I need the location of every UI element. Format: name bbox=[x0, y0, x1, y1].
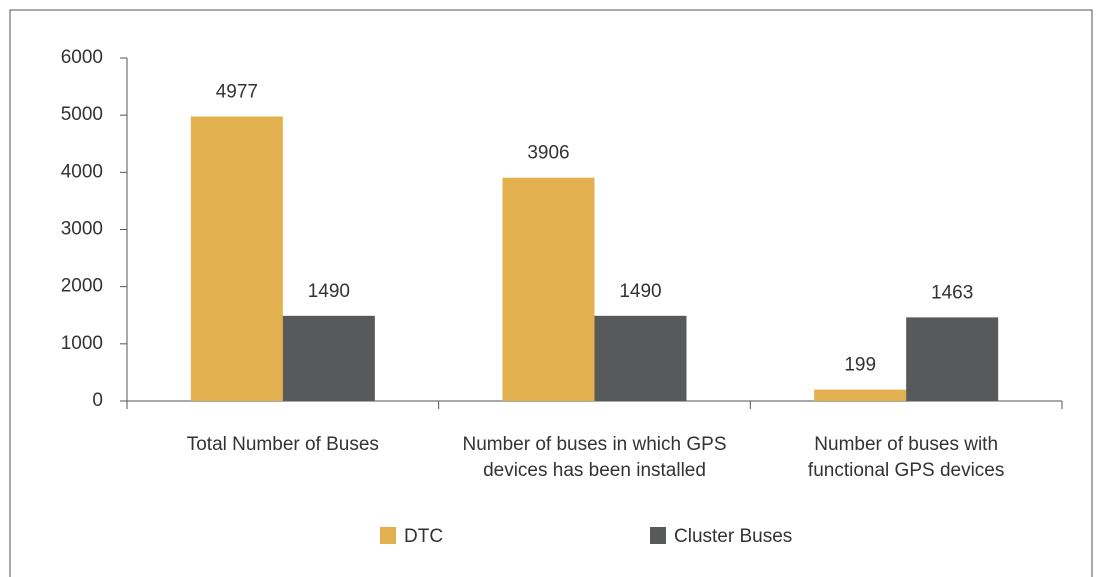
data-label: 4977 bbox=[216, 81, 258, 102]
data-label: 1490 bbox=[308, 281, 350, 302]
bar bbox=[190, 116, 283, 401]
legend-label: Cluster Buses bbox=[674, 526, 792, 547]
y-tick-label: 3000 bbox=[61, 219, 103, 240]
bar bbox=[282, 315, 375, 401]
legend-swatch bbox=[380, 527, 396, 544]
data-label: 1463 bbox=[931, 282, 973, 303]
x-tick-label: Number of buses with functional GPS devi… bbox=[807, 434, 1005, 481]
y-tick-label: 6000 bbox=[61, 47, 103, 68]
x-tick-label: Total Number of Buses bbox=[186, 434, 379, 455]
frame bbox=[9, 9, 1093, 577]
bar bbox=[814, 389, 907, 401]
y-tick-label: 4000 bbox=[61, 161, 103, 182]
y-tick-label: 0 bbox=[92, 390, 103, 411]
bar bbox=[594, 315, 687, 401]
bar bbox=[906, 317, 999, 401]
x-tick-label: Number of buses in which GPS devices has… bbox=[462, 434, 727, 481]
data-label: 3906 bbox=[527, 143, 569, 164]
legend-label: DTC bbox=[404, 526, 443, 547]
bar bbox=[502, 177, 595, 401]
data-label: 1490 bbox=[619, 281, 661, 302]
data-label: 199 bbox=[844, 355, 876, 376]
legend-swatch bbox=[650, 527, 666, 544]
y-tick-label: 1000 bbox=[61, 333, 103, 354]
y-tick-label: 2000 bbox=[61, 276, 103, 297]
y-tick-label: 5000 bbox=[61, 104, 103, 125]
